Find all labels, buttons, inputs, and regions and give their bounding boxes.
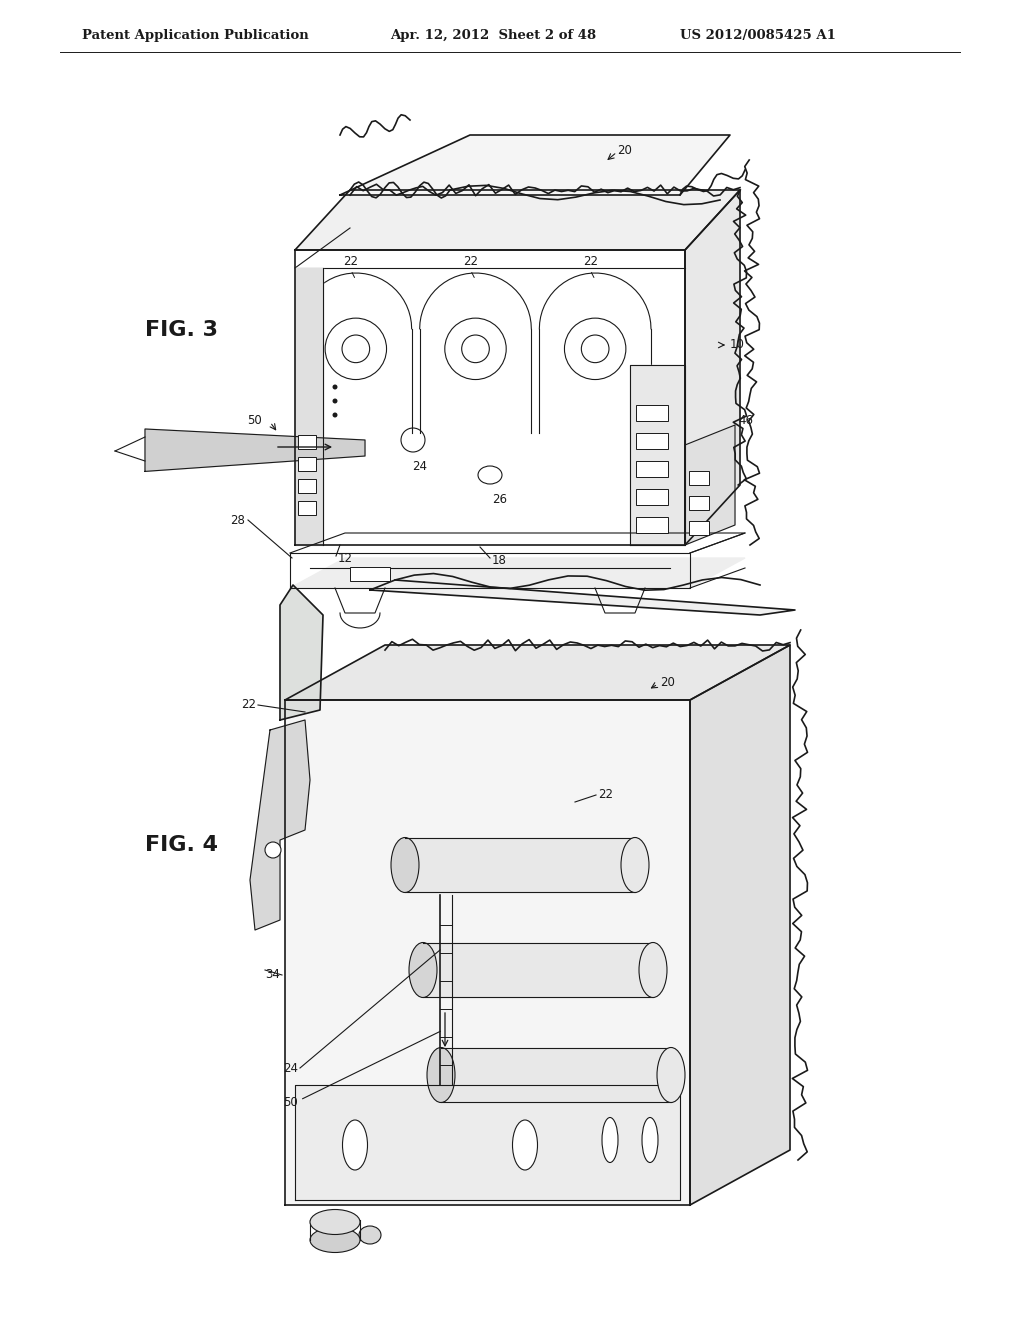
- Polygon shape: [685, 425, 735, 545]
- Text: FIG. 3: FIG. 3: [145, 319, 218, 341]
- Polygon shape: [295, 1085, 680, 1200]
- Circle shape: [462, 335, 489, 363]
- Ellipse shape: [512, 1119, 538, 1170]
- Polygon shape: [290, 558, 745, 587]
- Polygon shape: [685, 190, 740, 545]
- Bar: [298, 479, 316, 492]
- Ellipse shape: [342, 1119, 368, 1170]
- Polygon shape: [295, 249, 685, 545]
- Ellipse shape: [657, 1048, 685, 1102]
- Ellipse shape: [310, 1209, 360, 1234]
- Ellipse shape: [639, 942, 667, 998]
- Ellipse shape: [621, 837, 649, 892]
- Polygon shape: [340, 135, 730, 195]
- Polygon shape: [295, 190, 740, 249]
- Ellipse shape: [642, 1118, 658, 1163]
- Circle shape: [582, 335, 609, 363]
- Text: 22: 22: [583, 255, 598, 268]
- Bar: [689, 496, 709, 510]
- Text: FIG. 4: FIG. 4: [145, 836, 218, 855]
- Bar: [689, 521, 709, 535]
- Bar: [636, 517, 668, 533]
- Polygon shape: [370, 579, 795, 615]
- Polygon shape: [630, 366, 685, 545]
- Bar: [636, 461, 668, 477]
- Bar: [636, 433, 668, 449]
- Text: US 2012/0085425 A1: US 2012/0085425 A1: [680, 29, 836, 41]
- Circle shape: [265, 842, 281, 858]
- Bar: [298, 436, 316, 449]
- Polygon shape: [690, 645, 790, 1205]
- Ellipse shape: [602, 1118, 618, 1163]
- Text: Patent Application Publication: Patent Application Publication: [82, 29, 309, 41]
- Circle shape: [333, 399, 338, 404]
- Text: 22: 22: [343, 255, 358, 268]
- Polygon shape: [441, 1048, 671, 1102]
- Text: 20: 20: [617, 144, 632, 157]
- Bar: [298, 457, 316, 471]
- Bar: [636, 488, 668, 506]
- Polygon shape: [406, 838, 635, 892]
- Text: 34: 34: [265, 969, 280, 982]
- Polygon shape: [295, 268, 323, 545]
- Polygon shape: [423, 942, 653, 997]
- Text: 18: 18: [492, 553, 507, 566]
- Text: 24: 24: [413, 459, 427, 473]
- Text: Apr. 12, 2012  Sheet 2 of 48: Apr. 12, 2012 Sheet 2 of 48: [390, 29, 596, 41]
- Circle shape: [342, 335, 370, 363]
- Bar: [689, 471, 709, 484]
- Bar: [350, 568, 390, 581]
- Ellipse shape: [427, 1048, 455, 1102]
- Text: 22: 22: [598, 788, 613, 801]
- Circle shape: [333, 384, 338, 389]
- Polygon shape: [285, 645, 790, 700]
- Polygon shape: [250, 719, 310, 931]
- Ellipse shape: [359, 1226, 381, 1243]
- Bar: [298, 502, 316, 515]
- Text: 22: 22: [463, 255, 478, 268]
- Polygon shape: [145, 429, 365, 471]
- Text: 20: 20: [660, 676, 675, 689]
- Text: 26: 26: [493, 492, 508, 506]
- Text: 28: 28: [230, 513, 245, 527]
- Polygon shape: [285, 700, 690, 1205]
- Text: 50: 50: [247, 413, 262, 426]
- Text: 10: 10: [730, 338, 744, 351]
- Circle shape: [333, 412, 338, 417]
- Ellipse shape: [409, 942, 437, 998]
- Bar: [636, 405, 668, 421]
- Text: 46: 46: [738, 413, 753, 426]
- Text: 50: 50: [284, 1096, 298, 1109]
- Text: 22: 22: [241, 698, 256, 711]
- Text: 12: 12: [338, 552, 353, 565]
- Polygon shape: [280, 585, 323, 719]
- Ellipse shape: [391, 837, 419, 892]
- Text: 24: 24: [283, 1061, 298, 1074]
- Ellipse shape: [310, 1228, 360, 1253]
